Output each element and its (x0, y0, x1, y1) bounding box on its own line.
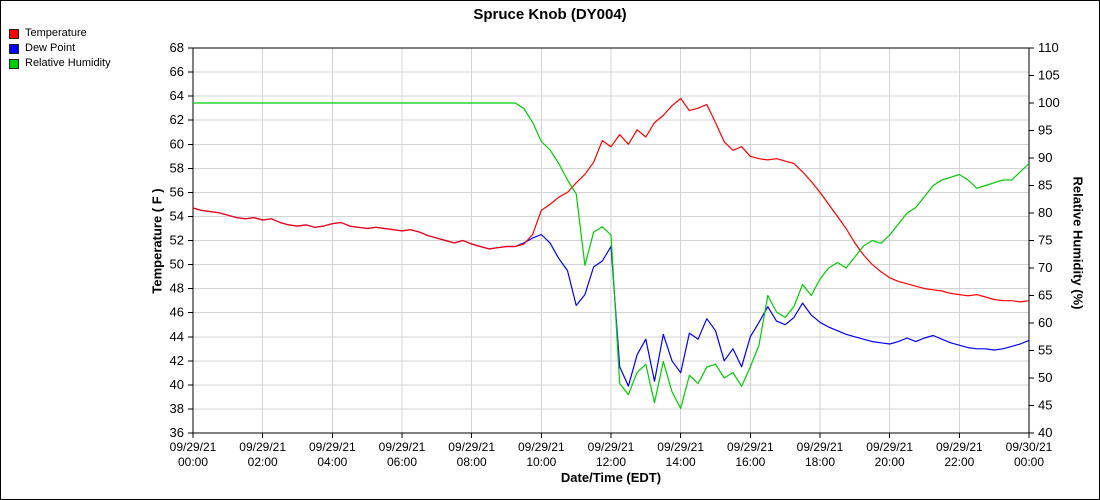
svg-text:54: 54 (170, 208, 184, 223)
svg-text:18:00: 18:00 (805, 455, 835, 469)
legend-item-dew-point: Dew Point (9, 43, 111, 54)
svg-text:09/29/21: 09/29/21 (309, 440, 356, 454)
svg-text:09/29/21: 09/29/21 (797, 440, 844, 454)
svg-text:09/29/21: 09/29/21 (239, 440, 286, 454)
svg-text:02:00: 02:00 (248, 455, 278, 469)
svg-text:10:00: 10:00 (526, 455, 556, 469)
svg-text:09/29/21: 09/29/21 (727, 440, 774, 454)
svg-text:110: 110 (1038, 40, 1059, 55)
svg-text:65: 65 (1038, 288, 1052, 303)
svg-text:52: 52 (170, 233, 184, 248)
svg-text:09/29/21: 09/29/21 (518, 440, 565, 454)
svg-text:56: 56 (170, 184, 184, 199)
svg-text:50: 50 (170, 257, 184, 272)
legend-label-temperature: Temperature (25, 27, 87, 39)
svg-text:62: 62 (170, 112, 184, 127)
svg-text:90: 90 (1038, 150, 1052, 165)
svg-text:100: 100 (1038, 95, 1060, 110)
svg-text:60: 60 (1038, 315, 1052, 330)
svg-text:40: 40 (170, 377, 184, 392)
svg-text:04:00: 04:00 (317, 455, 347, 469)
svg-text:09/29/21: 09/29/21 (170, 440, 217, 454)
svg-text:09/29/21: 09/29/21 (588, 440, 635, 454)
svg-text:64: 64 (170, 88, 184, 103)
legend: Temperature Dew Point Relative Humidity (9, 28, 111, 73)
svg-text:09/29/21: 09/29/21 (866, 440, 913, 454)
svg-text:58: 58 (170, 160, 184, 175)
left-axis-title: Temperature ( F ) (149, 188, 165, 294)
legend-item-relative-humidity: Relative Humidity (9, 58, 111, 69)
legend-label-dew-point: Dew Point (25, 42, 76, 54)
svg-text:09/30/21: 09/30/21 (1006, 440, 1053, 454)
svg-text:09/29/21: 09/29/21 (936, 440, 983, 454)
svg-text:46: 46 (170, 305, 184, 320)
svg-text:38: 38 (170, 401, 184, 416)
x-axis-title: Date/Time (EDT) (560, 470, 662, 485)
svg-text:80: 80 (1038, 205, 1052, 220)
legend-item-temperature: Temperature (9, 28, 111, 39)
svg-text:105: 105 (1038, 68, 1060, 83)
legend-label-relative-humidity: Relative Humidity (25, 57, 111, 69)
svg-text:75: 75 (1038, 233, 1052, 248)
svg-text:20:00: 20:00 (875, 455, 905, 469)
svg-text:55: 55 (1038, 343, 1052, 358)
svg-text:08:00: 08:00 (457, 455, 487, 469)
svg-text:60: 60 (170, 136, 184, 151)
svg-text:42: 42 (170, 353, 184, 368)
svg-text:09/29/21: 09/29/21 (657, 440, 704, 454)
svg-text:44: 44 (170, 329, 184, 344)
svg-text:36: 36 (170, 425, 184, 440)
svg-text:12:00: 12:00 (596, 455, 626, 469)
svg-text:50: 50 (1038, 370, 1052, 385)
dew-point-swatch-icon (9, 43, 19, 54)
svg-text:66: 66 (170, 64, 184, 79)
svg-text:09/29/21: 09/29/21 (379, 440, 426, 454)
svg-text:40: 40 (1038, 425, 1052, 440)
chart-title: Spruce Knob (DY004) (473, 6, 627, 23)
svg-text:68: 68 (170, 40, 184, 55)
svg-text:48: 48 (170, 281, 184, 296)
temperature-swatch-icon (9, 28, 19, 39)
svg-text:22:00: 22:00 (944, 455, 974, 469)
svg-text:85: 85 (1038, 178, 1052, 193)
svg-text:00:00: 00:00 (178, 455, 208, 469)
svg-text:09/29/21: 09/29/21 (448, 440, 495, 454)
svg-text:16:00: 16:00 (735, 455, 765, 469)
svg-text:06:00: 06:00 (387, 455, 417, 469)
svg-text:14:00: 14:00 (666, 455, 696, 469)
svg-text:70: 70 (1038, 260, 1052, 275)
relative-humidity-swatch-icon (9, 58, 19, 69)
svg-text:45: 45 (1038, 398, 1052, 413)
svg-text:00:00: 00:00 (1014, 455, 1044, 469)
svg-text:95: 95 (1038, 123, 1052, 138)
right-axis-title: Relative Humidity (%) (1070, 176, 1086, 310)
